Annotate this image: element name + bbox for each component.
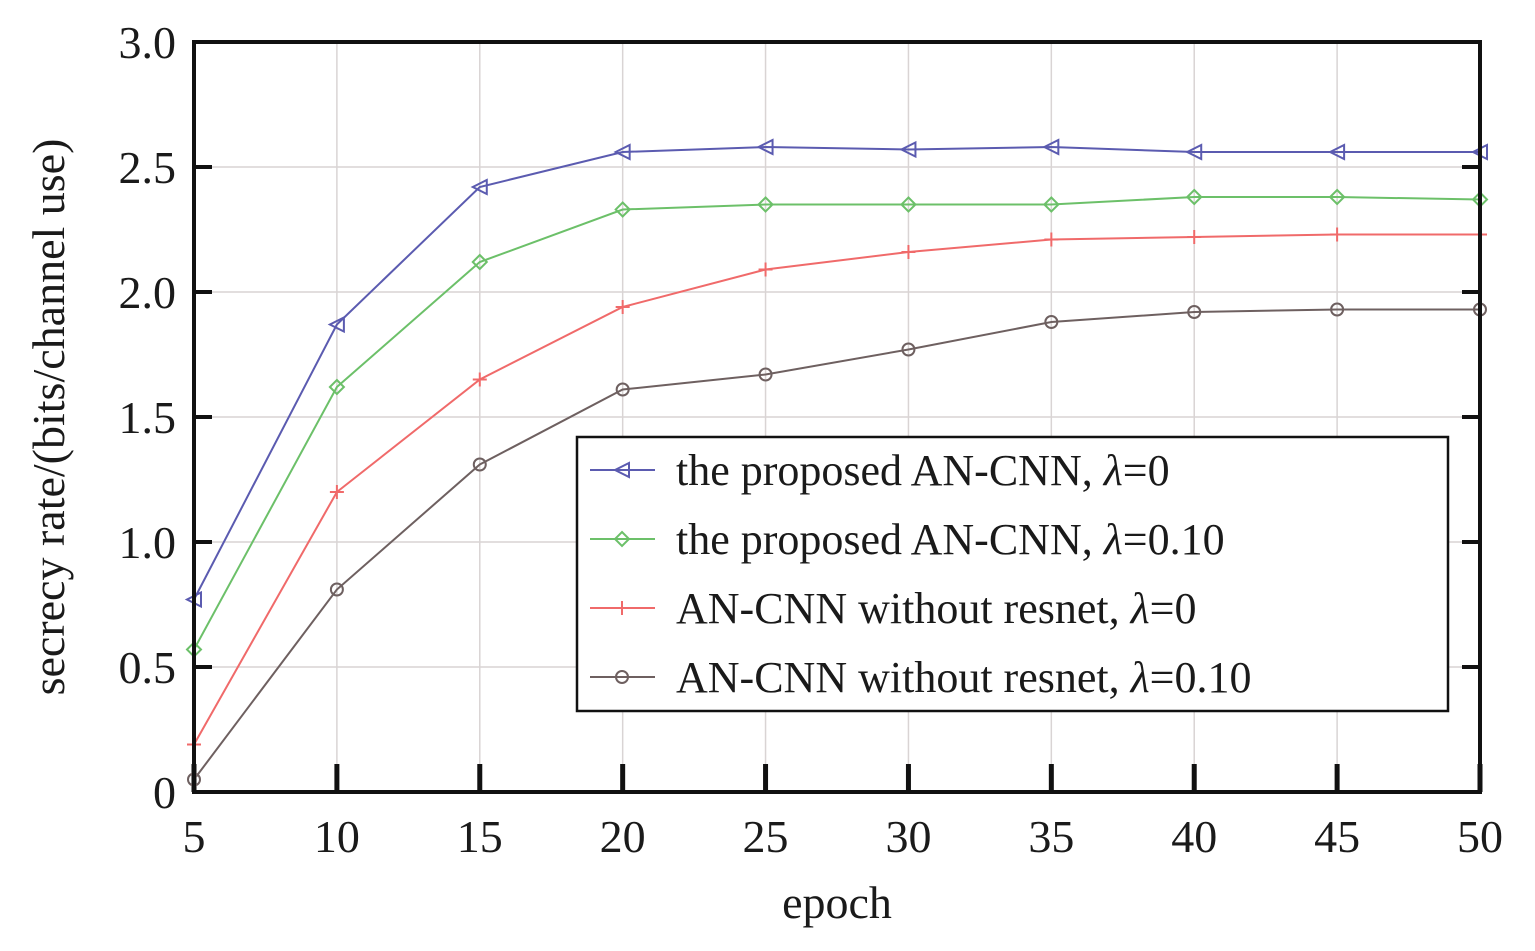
legend-entry: AN-CNN without resnet, λ=0.10 xyxy=(590,653,1252,702)
data-point xyxy=(1184,143,1203,161)
legend-label: the proposed AN-CNN, λ=0.10 xyxy=(676,515,1225,564)
legend-marker xyxy=(612,461,630,479)
legend: the proposed AN-CNN, λ=0 the proposed AN-… xyxy=(575,435,1450,713)
legend-entry: the proposed AN-CNN, λ=0.10 xyxy=(590,515,1225,564)
legend-box xyxy=(575,435,1450,713)
data-point xyxy=(472,372,487,387)
data-point xyxy=(758,262,773,277)
series-line xyxy=(193,308,1480,781)
data-point xyxy=(470,178,488,196)
data-point xyxy=(1327,143,1346,161)
data-point xyxy=(615,382,630,397)
y-tick-label: 0.5 xyxy=(119,642,177,693)
y-tick-labels: 0 0.5 1.0 1.5 2.0 2.5 3.0 xyxy=(119,17,177,818)
legend-marker xyxy=(615,670,629,684)
legend-marker xyxy=(613,530,631,548)
legend-label: AN-CNN without resnet, λ=0 xyxy=(676,584,1197,633)
legend-entry: the proposed AN-CNN, λ=0 xyxy=(590,446,1170,495)
data-point xyxy=(1328,188,1346,206)
data-point xyxy=(899,140,917,159)
y-tick-label: 2.5 xyxy=(119,142,177,193)
data-point xyxy=(1330,227,1345,242)
data-point xyxy=(758,367,773,382)
x-tick-label: 35 xyxy=(1028,811,1074,862)
data-point xyxy=(901,245,916,259)
y-tick-label: 1.5 xyxy=(119,392,177,443)
data-point xyxy=(614,201,632,218)
x-tick-label: 50 xyxy=(1457,811,1503,862)
data-point xyxy=(756,138,774,156)
data-point xyxy=(1185,188,1203,206)
x-tick-label: 40 xyxy=(1171,811,1217,862)
legend-label: AN-CNN without resnet, λ=0.10 xyxy=(676,653,1252,702)
series-line xyxy=(193,145,1480,600)
legend-label: the proposed AN-CNN, λ=0 xyxy=(676,446,1170,495)
legend-entry: AN-CNN without resnet, λ=0 xyxy=(590,584,1197,633)
data-point xyxy=(1042,196,1060,213)
data-point xyxy=(1187,305,1202,319)
x-tick-label: 5 xyxy=(183,811,206,862)
data-point xyxy=(615,300,630,314)
y-tick-label: 3.0 xyxy=(119,17,177,68)
legend-marker xyxy=(615,601,629,615)
plot-frame xyxy=(192,40,1482,794)
x-axis-title: epoch xyxy=(782,877,892,928)
series-2 xyxy=(185,188,1489,658)
data-point xyxy=(900,196,917,213)
x-tick-labels: 5 10 15 20 25 30 35 40 45 50 xyxy=(183,811,1504,862)
data-point xyxy=(1187,230,1202,244)
y-tick-label: 1.0 xyxy=(119,517,177,568)
x-tick-label: 15 xyxy=(457,811,503,862)
data-point xyxy=(1330,302,1345,317)
series-line xyxy=(193,233,1480,745)
data-point xyxy=(472,457,487,472)
data-point xyxy=(901,342,916,357)
data-point xyxy=(613,143,631,161)
data-point xyxy=(1042,138,1060,156)
series-1 xyxy=(184,138,1488,609)
series-line xyxy=(193,196,1481,650)
x-tick-label: 25 xyxy=(743,811,789,862)
data-point xyxy=(757,196,774,213)
legend-entries: the proposed AN-CNN, λ=0 the proposed AN-… xyxy=(590,446,1252,702)
x-tick-label: 20 xyxy=(600,811,646,862)
data-point xyxy=(327,315,345,334)
series-group xyxy=(184,138,1489,787)
x-tick-label: 30 xyxy=(885,811,931,862)
data-point xyxy=(329,485,344,499)
y-axis-title: secrecy rate/(bits/channel use) xyxy=(23,139,74,696)
x-tick-label: 10 xyxy=(314,811,360,862)
data-point xyxy=(328,378,346,396)
data-point xyxy=(329,582,344,597)
data-point xyxy=(471,253,489,271)
y-tick-label: 2.0 xyxy=(119,267,177,318)
data-point xyxy=(1044,315,1059,329)
y-tick-label: 0 xyxy=(153,767,176,818)
x-tick-label: 45 xyxy=(1314,811,1360,862)
data-point xyxy=(1044,232,1059,247)
